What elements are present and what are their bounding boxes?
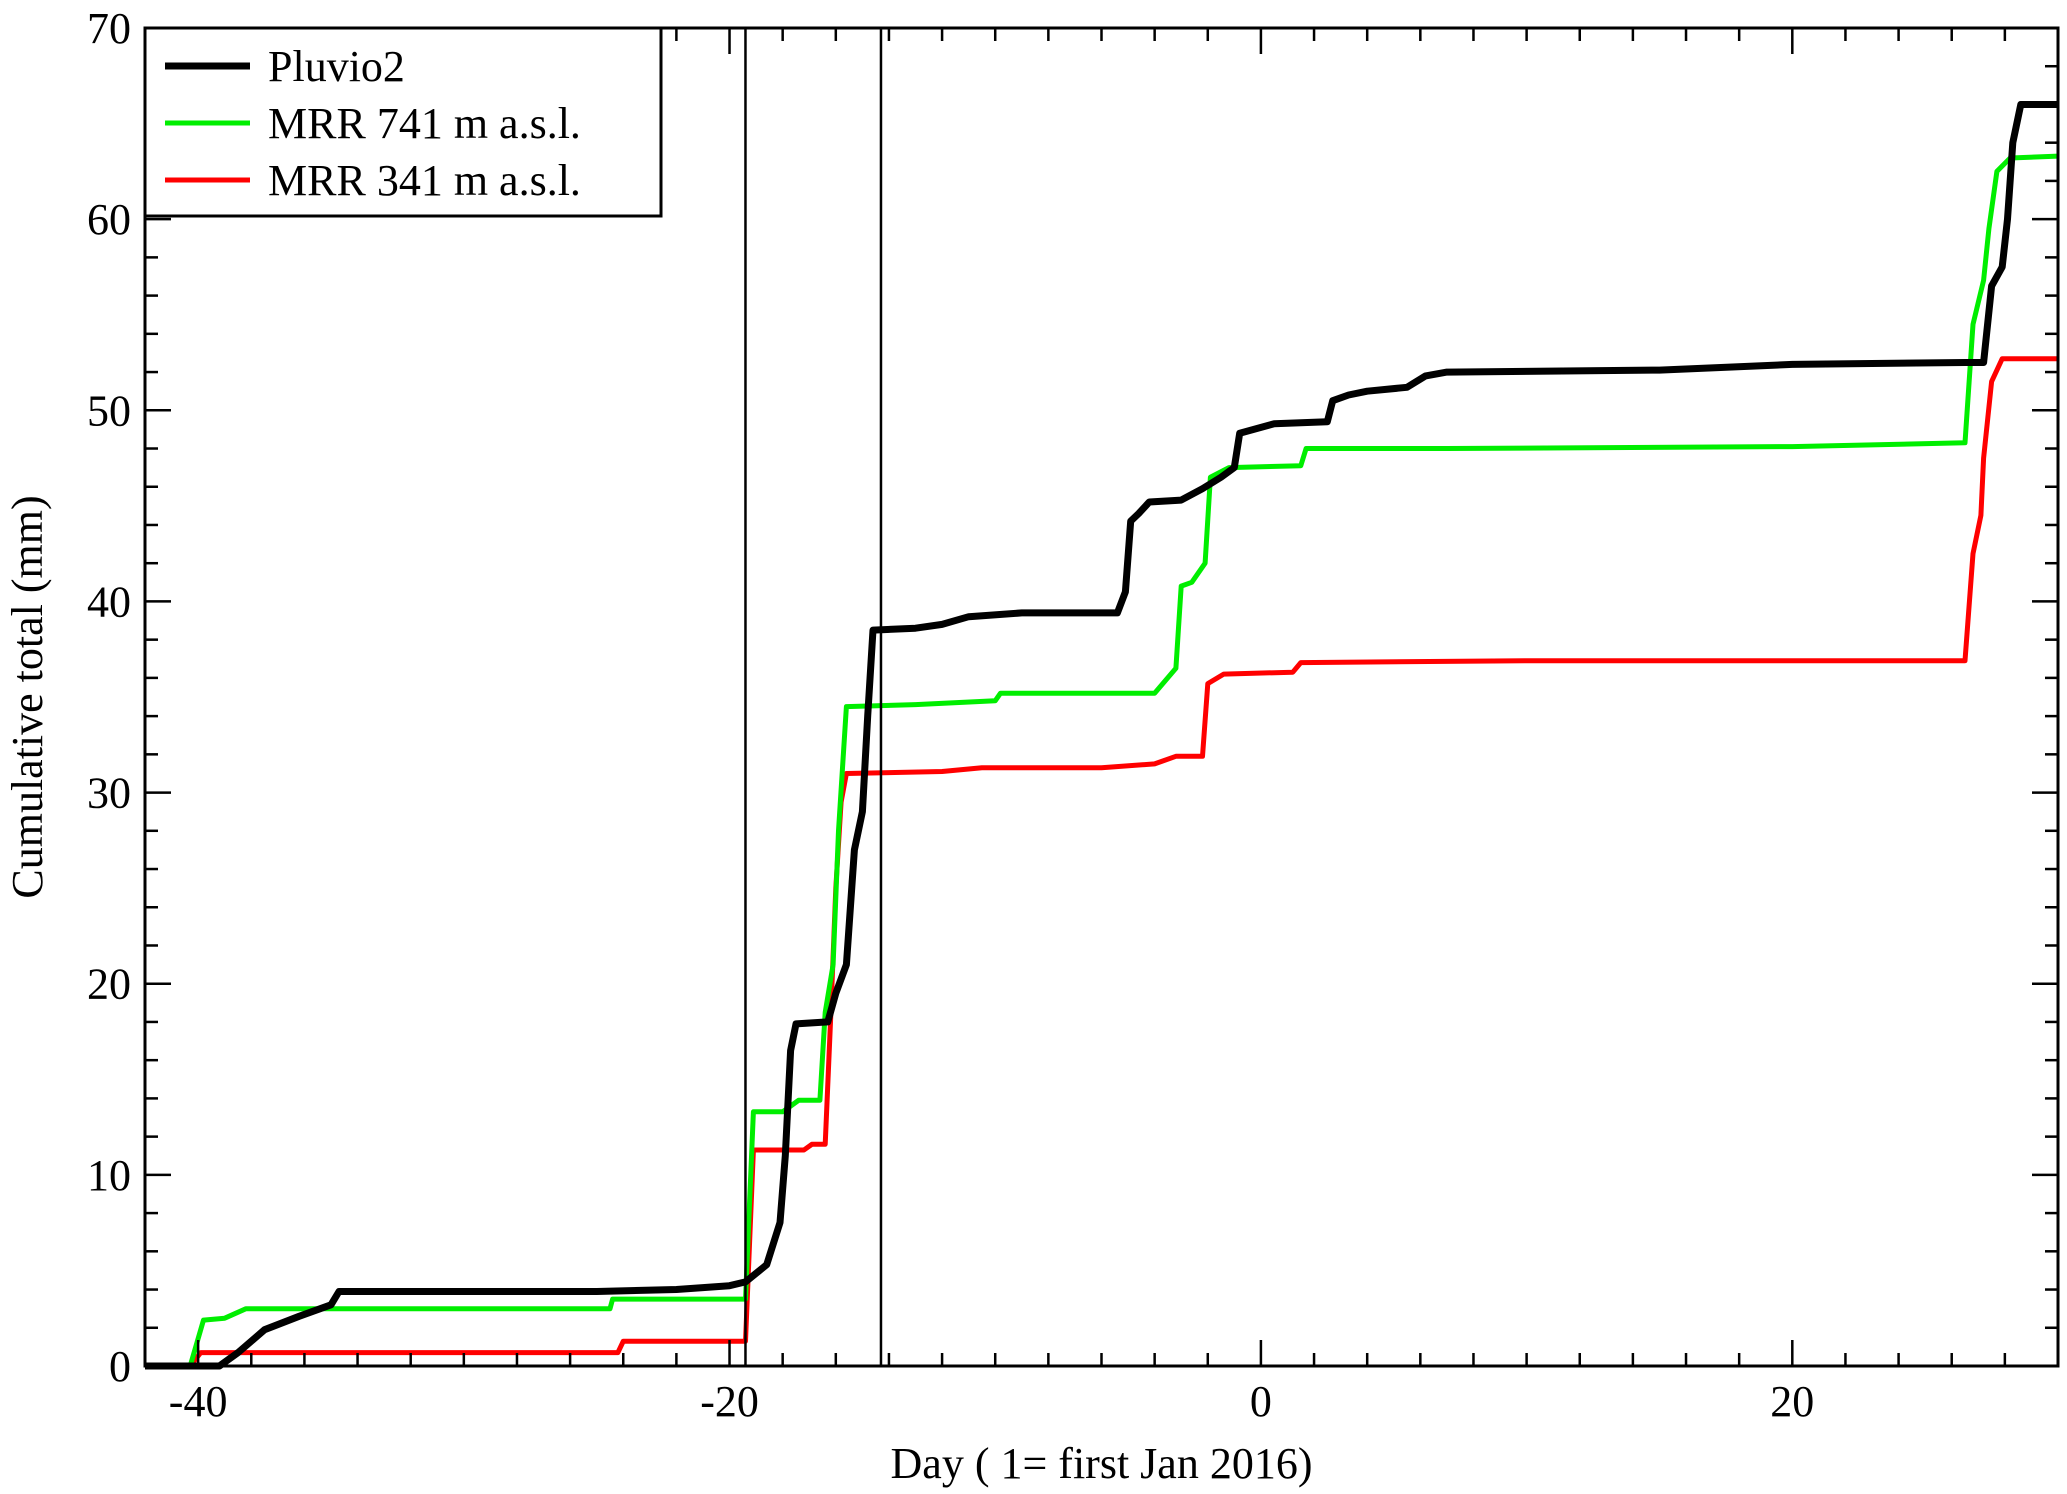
y-tick-label: 10	[87, 1151, 131, 1200]
legend-entries: Pluvio2 MRR 741 m a.s.l. MRR 341 m a.s.l.	[165, 42, 581, 205]
y-tick-label: 60	[87, 195, 131, 244]
plot-frame	[143, 26, 2060, 1368]
x-tick-label: -20	[700, 1377, 759, 1426]
y-tick-label: 20	[87, 960, 131, 1009]
y-axis-title: Cumulative total (mm)	[3, 495, 52, 898]
legend-label: MRR 341 m a.s.l.	[268, 156, 581, 205]
x-tick-label: -40	[169, 1377, 228, 1426]
legend-label: Pluvio2	[268, 42, 405, 91]
series-line	[145, 356, 2058, 1369]
y-tick-label: 70	[87, 4, 131, 53]
y-tick-label: 30	[87, 769, 131, 818]
y-tick-label: 50	[87, 386, 131, 435]
series-layer	[145, 101, 2059, 1370]
x-axis-title: Day ( 1= first Jan 2016)	[891, 1439, 1313, 1488]
series-line	[145, 101, 2058, 1370]
reference-lines	[744, 28, 883, 1366]
x-tick-label: 20	[1770, 1377, 1814, 1426]
legend: Pluvio2 MRR 741 m a.s.l. MRR 341 m a.s.l.	[143, 26, 663, 218]
y-tick-label: 40	[87, 577, 131, 626]
series-line	[145, 153, 2059, 1369]
y-tick-label: 0	[109, 1342, 131, 1391]
legend-label: MRR 741 m a.s.l.	[268, 99, 581, 148]
x-tick-label: 0	[1250, 1377, 1272, 1426]
axis-ticks: -40 -20 0 20 0 10 20 30 40 50 60 70	[87, 4, 2060, 1426]
